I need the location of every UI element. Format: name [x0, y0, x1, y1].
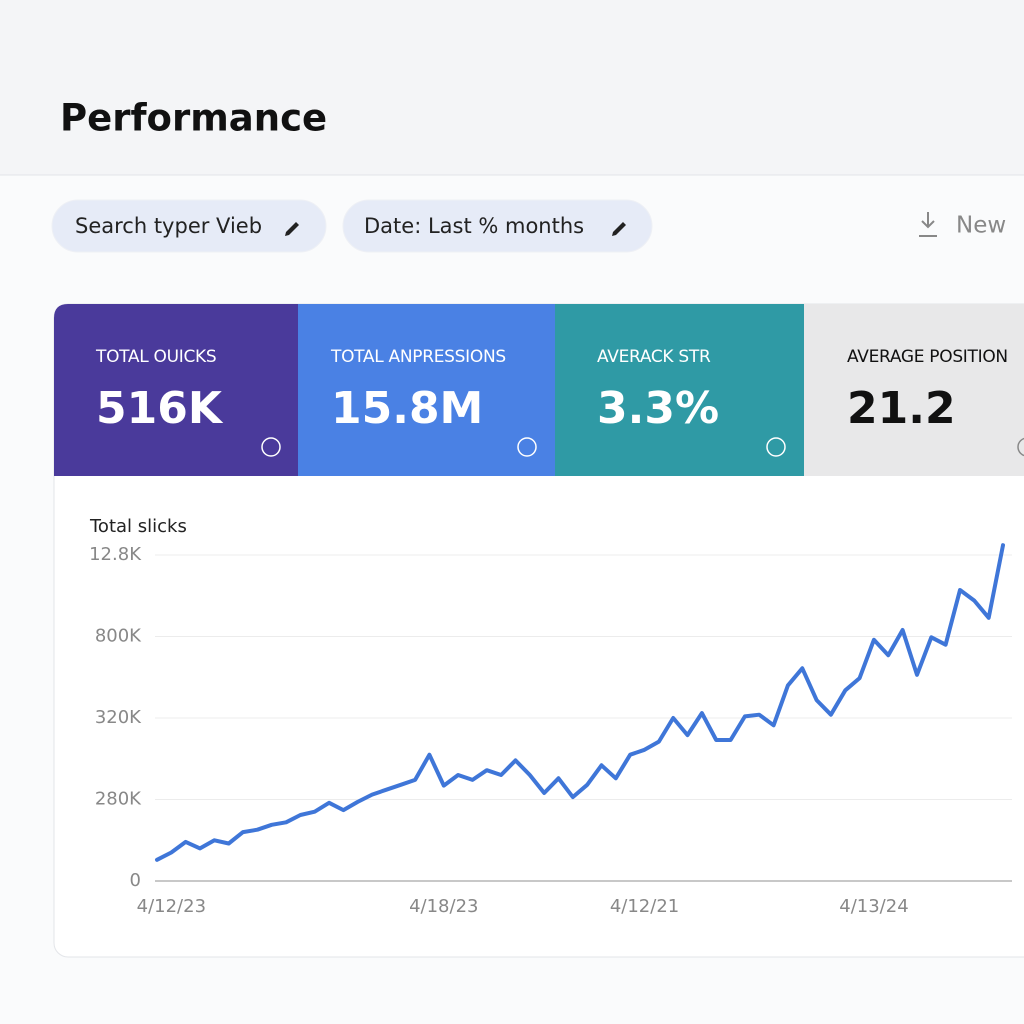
x-tick-label: 4/18/23 [409, 896, 478, 917]
card[interactable]: AVERAGE POSITION 21.2 [804, 304, 1024, 476]
card-value: 3.3% [597, 383, 719, 434]
card[interactable]: AVERACK STR 3.3% [555, 304, 804, 476]
page-title: Performance [60, 97, 327, 140]
pill-bg [342, 199, 653, 253]
x-tick-label: 4/12/23 [137, 896, 206, 917]
card-label: TOTAL ANPRESSIONS [330, 347, 506, 367]
edit-icon [285, 222, 299, 236]
y-tick-label: 12.8K [89, 544, 142, 565]
filter-pill[interactable]: Date: Last % months [342, 199, 653, 253]
card-bg [555, 304, 804, 476]
x-tick-label: 4/13/24 [839, 896, 908, 917]
pill-label: Search typer Vieb [75, 214, 262, 238]
card-bg [298, 304, 555, 476]
y-tick-label: 0 [130, 870, 141, 891]
pill-label: Date: Last % months [364, 214, 584, 238]
y-tick-label: 280K [95, 789, 142, 810]
card-value: 15.8M [331, 383, 483, 434]
export-label: New [956, 213, 1006, 239]
plot: 0 280K 320K 800K 12.8K 4/12/23 4/18/23 4/12/21 4… [89, 543, 1012, 917]
card-toggle[interactable] [517, 437, 537, 457]
card-label: TOTAL OUICKS [95, 347, 216, 367]
edit-icon [612, 222, 626, 236]
card-label: AVERAGE POSITION [847, 347, 1008, 367]
card-toggle[interactable] [261, 437, 281, 457]
y-tick-label: 800K [95, 626, 142, 647]
card[interactable]: TOTAL ANPRESSIONS 15.8M [298, 304, 555, 476]
card-label: AVERACK STR [597, 347, 711, 367]
card[interactable]: TOTAL OUICKS 516K [54, 304, 298, 476]
card-bg [54, 304, 298, 476]
card-value: 516K [96, 383, 224, 434]
y-axis-title: Total slicks [89, 516, 187, 537]
data-line [155, 543, 1005, 862]
download-icon [919, 212, 937, 237]
export-button[interactable]: New [919, 212, 1006, 239]
x-tick-label: 4/12/21 [610, 896, 679, 917]
card-toggle[interactable] [1017, 437, 1024, 457]
card-value: 21.2 [847, 383, 956, 434]
y-tick-label: 320K [95, 707, 142, 728]
pill-bg [51, 199, 327, 253]
card-toggle[interactable] [766, 437, 786, 457]
card-bg [804, 304, 1024, 476]
header-bg [0, 0, 1024, 175]
filter-pill[interactable]: Search typer Vieb [51, 199, 327, 253]
